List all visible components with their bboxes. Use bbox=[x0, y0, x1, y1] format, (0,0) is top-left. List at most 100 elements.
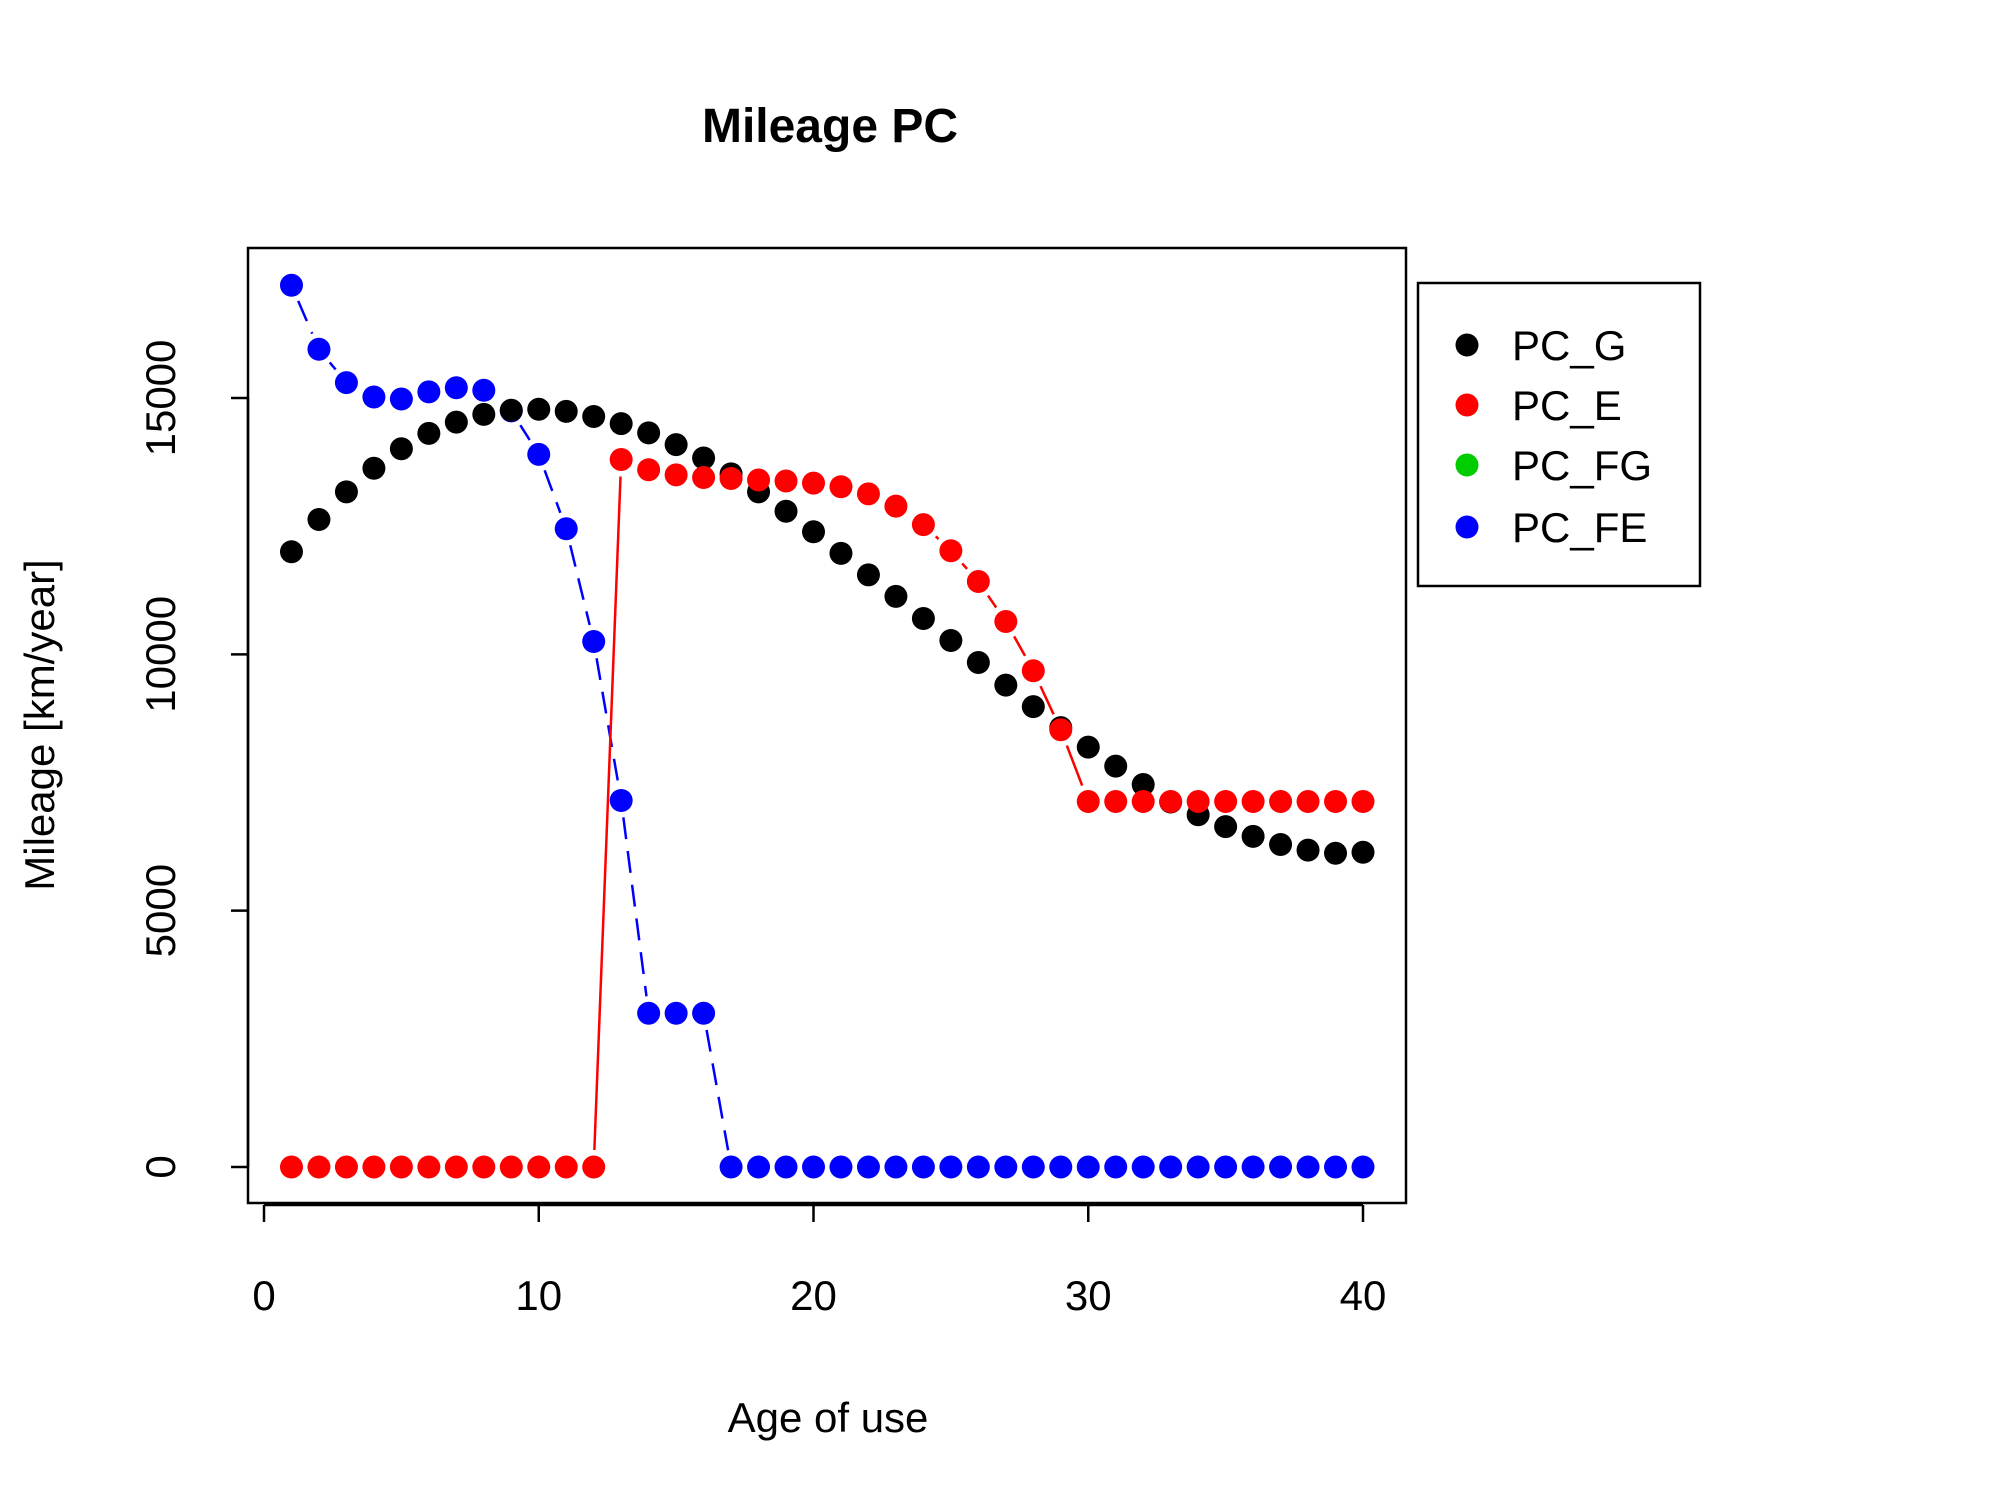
series-line-segment bbox=[569, 544, 591, 626]
x-tick-label: 40 bbox=[1340, 1272, 1387, 1319]
data-point bbox=[939, 628, 963, 652]
data-point bbox=[1296, 789, 1320, 813]
data-point bbox=[1021, 659, 1045, 683]
data-point bbox=[334, 480, 358, 504]
data-point bbox=[692, 1001, 716, 1025]
legend-label: PC_FE bbox=[1512, 504, 1647, 551]
series-line-segment bbox=[328, 361, 337, 371]
data-point bbox=[664, 433, 688, 457]
x-axis-label: Age of use bbox=[728, 1394, 929, 1441]
data-point bbox=[307, 337, 331, 361]
series-line-segment bbox=[705, 1029, 730, 1151]
legend-label: PC_G bbox=[1512, 322, 1626, 369]
data-point bbox=[279, 273, 303, 297]
legend-label: PC_E bbox=[1512, 382, 1622, 429]
data-point bbox=[609, 412, 633, 436]
data-point bbox=[637, 421, 661, 445]
series-line-segment bbox=[595, 658, 620, 784]
data-point bbox=[911, 1155, 935, 1179]
data-point bbox=[1269, 1155, 1293, 1179]
data-point bbox=[1214, 815, 1238, 839]
data-point bbox=[1104, 1155, 1128, 1179]
series-line-segment bbox=[1065, 745, 1084, 787]
legend-marker bbox=[1455, 453, 1479, 477]
data-point bbox=[884, 1155, 908, 1179]
series-line-segment bbox=[519, 424, 531, 441]
series-pc-g bbox=[279, 397, 1375, 865]
data-point bbox=[307, 508, 331, 532]
data-point bbox=[637, 1001, 661, 1025]
data-point bbox=[1324, 789, 1348, 813]
data-point bbox=[1021, 695, 1045, 719]
series-line-segment bbox=[593, 476, 622, 1151]
data-point bbox=[554, 517, 578, 541]
data-point bbox=[994, 610, 1018, 634]
data-point bbox=[1159, 1155, 1183, 1179]
data-point bbox=[1351, 840, 1375, 864]
data-point bbox=[1351, 1155, 1375, 1179]
data-point bbox=[362, 456, 386, 480]
data-point bbox=[1104, 754, 1128, 778]
data-point bbox=[994, 1155, 1018, 1179]
series-line-segment bbox=[961, 562, 968, 570]
data-point bbox=[939, 539, 963, 563]
y-axis: 0 5000 10000 15000 bbox=[137, 340, 250, 1179]
x-tick-label: 10 bbox=[515, 1272, 562, 1319]
series-line-segment bbox=[986, 594, 998, 609]
legend-item: PC_G bbox=[1455, 322, 1626, 369]
data-point bbox=[582, 404, 606, 428]
data-point bbox=[609, 448, 633, 472]
series-layer bbox=[279, 273, 1375, 1179]
data-point bbox=[582, 1155, 606, 1179]
series-line-segment bbox=[622, 817, 648, 997]
data-point bbox=[279, 1155, 303, 1179]
series-line-segment bbox=[543, 469, 562, 514]
data-point bbox=[334, 1155, 358, 1179]
data-point bbox=[719, 1155, 743, 1179]
y-tick-label: 0 bbox=[137, 1155, 184, 1178]
chart-title: Mileage PC bbox=[702, 100, 958, 153]
data-point bbox=[719, 466, 743, 490]
data-point bbox=[1186, 789, 1210, 813]
data-point bbox=[444, 1155, 468, 1179]
series-pc-fe bbox=[279, 273, 1375, 1179]
data-point bbox=[389, 387, 413, 411]
data-point bbox=[417, 1155, 441, 1179]
data-point bbox=[692, 465, 716, 489]
data-point bbox=[637, 458, 661, 482]
data-point bbox=[774, 469, 798, 493]
data-point bbox=[1351, 789, 1375, 813]
data-point bbox=[1131, 773, 1155, 797]
data-point bbox=[554, 1155, 578, 1179]
data-point bbox=[527, 397, 551, 421]
data-point bbox=[802, 520, 825, 544]
data-point bbox=[1131, 789, 1155, 813]
series-line-segment bbox=[297, 300, 314, 335]
data-point bbox=[1131, 1155, 1155, 1179]
data-point bbox=[444, 376, 468, 400]
legend: PC_G PC_E PC_FG PC_FE bbox=[1416, 281, 1702, 588]
data-point bbox=[884, 584, 908, 608]
data-point bbox=[417, 421, 441, 445]
legend-marker bbox=[1455, 393, 1479, 417]
data-point bbox=[911, 513, 935, 537]
data-point bbox=[856, 563, 880, 587]
data-point bbox=[1186, 1155, 1210, 1179]
data-point bbox=[1241, 824, 1265, 848]
data-point bbox=[389, 1155, 413, 1179]
x-tick-label: 0 bbox=[252, 1272, 275, 1319]
data-point bbox=[554, 399, 578, 423]
data-point bbox=[1049, 1155, 1073, 1179]
data-point bbox=[417, 380, 441, 404]
data-point bbox=[856, 1155, 880, 1179]
data-point bbox=[884, 494, 908, 518]
data-point bbox=[747, 468, 771, 492]
data-point bbox=[911, 606, 935, 630]
data-point bbox=[1021, 1155, 1045, 1179]
data-point bbox=[774, 1155, 798, 1179]
series-pc-e bbox=[279, 448, 1375, 1179]
data-point bbox=[1296, 1155, 1320, 1179]
data-point bbox=[279, 540, 303, 564]
series-line-segment bbox=[934, 535, 940, 540]
